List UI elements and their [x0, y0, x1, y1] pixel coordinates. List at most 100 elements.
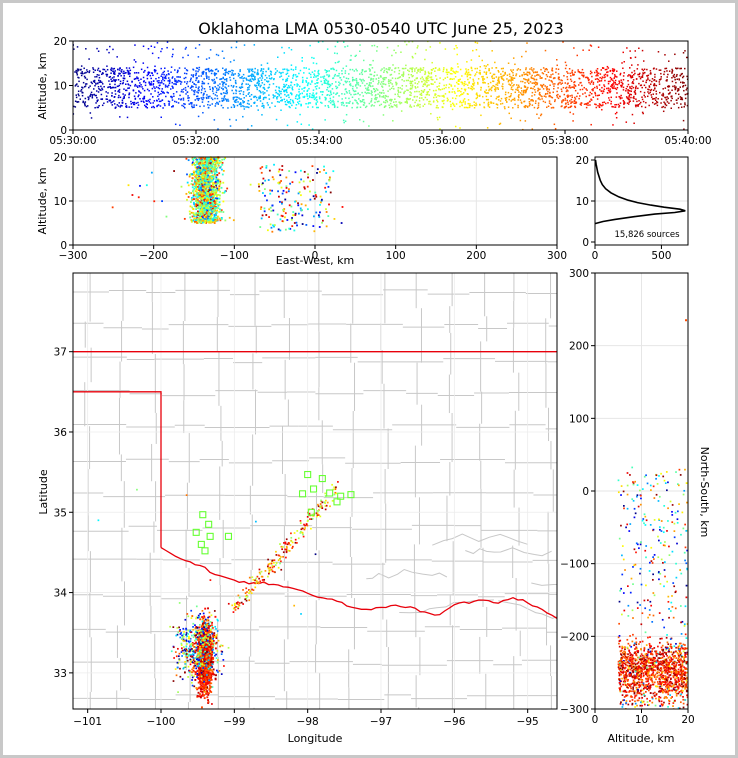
altitude-time-point: [370, 90, 373, 92]
altitude-time-point: [234, 73, 236, 75]
altitude-ew-point: [278, 195, 280, 198]
altitude-ew-point: [277, 190, 279, 193]
altitude-time-point: [395, 81, 397, 84]
altitude-time-point: [97, 91, 100, 93]
altitude-time-point: [467, 74, 469, 76]
altitude-time-point: [363, 79, 365, 82]
altitude-time-point: [629, 100, 631, 103]
altitude-ew-point: [201, 170, 204, 173]
altitude-ew-point: [292, 214, 295, 217]
altitude-time-point: [598, 80, 601, 82]
altitude-time-point: [316, 82, 318, 84]
altitude-time-point: [101, 98, 103, 101]
altitude-time-point: [450, 67, 453, 69]
altitude-ew-point: [203, 215, 206, 218]
altitude-time-point: [205, 58, 208, 60]
altitude-time-point: [570, 75, 572, 77]
altitude-ew-point: [202, 183, 205, 186]
altitude-time-point: [615, 88, 618, 91]
altitude-time-point: [661, 94, 663, 96]
altitude-time-point: [268, 94, 270, 96]
altitude-ew-point: [202, 193, 205, 196]
altitude-time-point: [197, 92, 200, 94]
altitude-time-point: [376, 74, 378, 76]
altitude-time-point: [84, 97, 87, 100]
altitude-ew-point: [214, 189, 217, 191]
altitude-time-point: [290, 48, 293, 51]
altitude-time-point: [357, 103, 359, 105]
altitude-time-point: [361, 91, 363, 94]
altitude-ew-point: [216, 203, 218, 206]
altitude-time-point: [570, 105, 573, 107]
altitude-time-point: [413, 105, 416, 107]
altitude-time-point: [540, 113, 543, 116]
altitude-time-point: [172, 48, 174, 51]
altitude-time-point: [301, 88, 303, 90]
altitude-time-point: [343, 76, 345, 78]
altitude-time-point: [648, 85, 651, 87]
altitude-time-point: [268, 77, 271, 80]
altitude-time-point: [201, 80, 204, 83]
altitude-time-point: [90, 91, 93, 94]
altitude-ew-point: [209, 208, 212, 211]
altitude-ew-point: [192, 208, 195, 210]
altitude-time-point: [111, 95, 113, 97]
altitude-time-point: [492, 102, 495, 104]
altitude-time-point: [337, 61, 339, 64]
altitude-time-point: [350, 54, 352, 57]
altitude-time-point: [302, 96, 305, 98]
altitude-time-point: [260, 91, 262, 94]
altitude-time-point: [498, 82, 501, 84]
altitude-time-point: [156, 80, 159, 82]
altitude-time-point: [468, 73, 471, 76]
altitude-ew-point: [195, 203, 198, 206]
altitude-time-point: [631, 75, 634, 77]
altitude-time-point: [531, 77, 534, 80]
altitude-ew-point: [215, 186, 218, 189]
altitude-time-point: [253, 71, 256, 74]
altitude-ew-point: [208, 175, 211, 178]
altitude-time-point: [375, 94, 377, 96]
altitude-time-point: [565, 105, 568, 108]
altitude-ew-point: [214, 180, 217, 183]
altitude-ew-point: [193, 178, 196, 181]
altitude-ew-point: [205, 212, 208, 214]
altitude-time-point: [464, 88, 467, 91]
altitude-time-point: [173, 95, 175, 98]
altitude-time-point: [677, 89, 680, 91]
altitude-time-point: [97, 106, 99, 109]
altitude-time-point: [208, 78, 210, 80]
altitude-time-point: [581, 74, 583, 76]
altitude-time-point: [368, 68, 371, 70]
altitude-time-point: [232, 70, 234, 72]
altitude-time-point: [317, 69, 320, 72]
altitude-time-point: [143, 71, 145, 73]
altitude-time-point: [216, 95, 218, 97]
altitude-time-point: [226, 71, 228, 74]
altitude-time-point: [661, 106, 663, 109]
altitude-ew-point: [201, 198, 204, 201]
altitude-time-point: [389, 81, 392, 84]
altitude-time-point: [428, 103, 430, 105]
altitude-time-point: [372, 80, 374, 82]
altitude-ew-point: [190, 196, 193, 199]
altitude-time-point: [389, 102, 392, 105]
altitude-time-point: [214, 74, 216, 77]
altitude-time-point: [614, 87, 617, 90]
altitude-ew-point: [219, 180, 222, 183]
altitude-time-point: [684, 84, 687, 87]
altitude-time-point: [511, 70, 513, 73]
altitude-time-point: [531, 91, 534, 94]
altitude-ew-point: [195, 212, 198, 215]
altitude-time-point: [399, 102, 401, 105]
altitude-time-point: [549, 76, 551, 78]
altitude-time-point: [388, 80, 391, 82]
altitude-time-point: [534, 102, 537, 104]
altitude-time-point: [517, 106, 519, 109]
altitude-time-point: [685, 89, 688, 91]
altitude-time-point: [544, 68, 547, 71]
altitude-time-point: [590, 81, 593, 83]
altitude-ew-point: [299, 207, 302, 210]
altitude-time-point: [627, 79, 629, 82]
altitude-time-point: [200, 89, 203, 91]
